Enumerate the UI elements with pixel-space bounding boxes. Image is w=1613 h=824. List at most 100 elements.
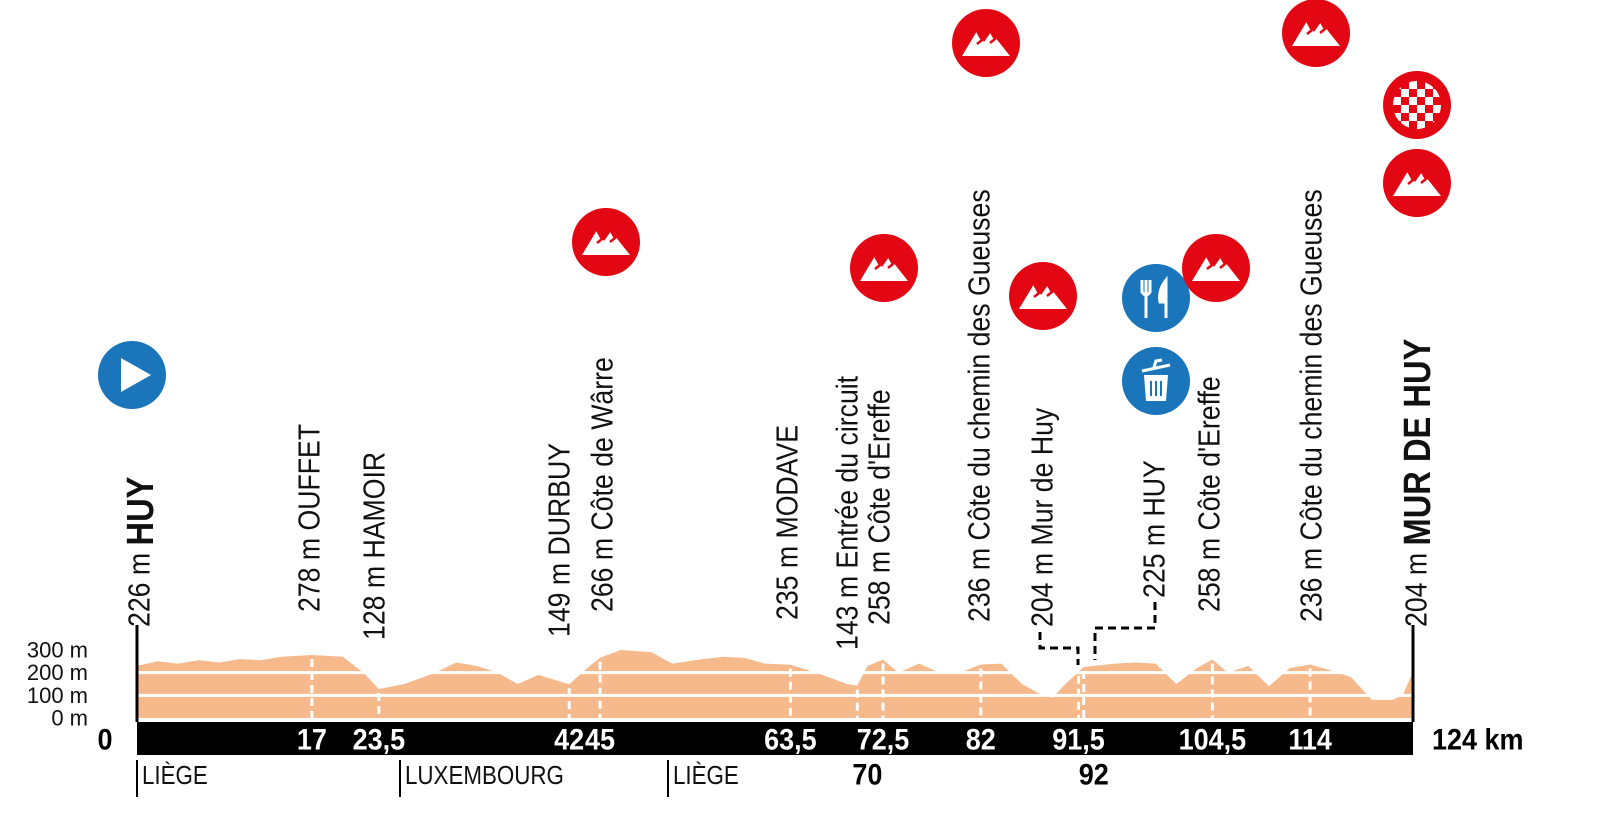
check bbox=[1425, 89, 1433, 97]
waypoint-elevation: 204 m bbox=[1400, 553, 1434, 627]
climb-icon bbox=[1282, 0, 1350, 67]
waypoint-name: MUR DE HUY bbox=[1396, 338, 1439, 545]
waypoint-label: 235 m MODAVE bbox=[771, 425, 805, 620]
icon-circle bbox=[1122, 264, 1190, 332]
climb-icon bbox=[1009, 262, 1077, 330]
waypoint-name: HUY bbox=[119, 476, 162, 545]
bin-lid bbox=[1141, 358, 1171, 373]
waypoint-name: Côte de Wârre bbox=[586, 357, 620, 530]
mountain bbox=[1393, 171, 1441, 196]
km-label: 91,5 bbox=[1052, 723, 1105, 757]
waypoint-label: 236 m Côte du chemin des Gueuses bbox=[1295, 189, 1329, 622]
km-label: 0 bbox=[97, 723, 112, 757]
mountain bbox=[582, 230, 630, 255]
region-label: LUXEMBOURG bbox=[405, 762, 564, 791]
waypoint-label: 266 m Côte de Wârre bbox=[586, 357, 620, 612]
y-tick-label: 0 m bbox=[51, 706, 88, 731]
waypoint-elevation: 236 m bbox=[963, 548, 997, 622]
waypoint-name: OUFFET bbox=[293, 424, 327, 531]
mountain-snow bbox=[873, 255, 895, 270]
mountain-snow bbox=[1305, 20, 1327, 35]
finish-icon bbox=[1383, 71, 1451, 139]
mountain-snow bbox=[1032, 283, 1054, 298]
check bbox=[1409, 89, 1417, 97]
leader-line bbox=[1038, 632, 1080, 665]
waypoint-label: 128 m HAMOIR bbox=[358, 452, 392, 640]
km-label: 82 bbox=[966, 723, 996, 757]
waypoint-label: 204 m Mur de Huy bbox=[1026, 407, 1060, 627]
waypoint-elevation: 149 m bbox=[543, 563, 577, 637]
fork bbox=[1140, 280, 1152, 318]
check bbox=[1401, 81, 1409, 89]
waypoint-name: Côte du chemin des Gueuses bbox=[963, 189, 997, 540]
bin-lines bbox=[1150, 381, 1162, 396]
mountain bbox=[1192, 256, 1240, 281]
play bbox=[121, 358, 151, 392]
y-tick-label: 300 m bbox=[27, 638, 88, 663]
waypoint-elevation: 258 m bbox=[863, 551, 897, 625]
distance-bar bbox=[137, 722, 1413, 755]
waypoint-elevation: 258 m bbox=[1193, 538, 1227, 612]
waypoint-elevation: 143 m bbox=[831, 576, 865, 650]
climb-icon bbox=[1383, 149, 1451, 217]
mountain-snow bbox=[1406, 170, 1428, 185]
km-label: 104,5 bbox=[1179, 723, 1247, 757]
km-label: 45 bbox=[585, 723, 615, 757]
waypoint-elevation: 204 m bbox=[1026, 553, 1060, 627]
km-label: 63,5 bbox=[764, 723, 817, 757]
feed-icon bbox=[1122, 264, 1190, 332]
waypoint-label: 143 m Entrée du circuit bbox=[831, 376, 865, 650]
km-label: 124 km bbox=[1432, 723, 1524, 757]
km-label: 23,5 bbox=[353, 723, 406, 757]
check bbox=[1417, 81, 1425, 89]
waypoint-name: Entrée du circuit bbox=[831, 376, 865, 569]
waypoint-name: HAMOIR bbox=[358, 452, 392, 559]
waypoint-name: Côte du chemin des Gueuses bbox=[1295, 189, 1329, 540]
knife bbox=[1158, 275, 1168, 318]
km-label: 92 bbox=[1079, 758, 1109, 792]
check bbox=[1401, 97, 1409, 105]
waypoint-label: 149 m DURBUY bbox=[543, 443, 577, 637]
km-label: 17 bbox=[297, 723, 327, 757]
check bbox=[1401, 113, 1409, 121]
check bbox=[1433, 97, 1441, 105]
km-label: 42 bbox=[554, 723, 584, 757]
check bbox=[1433, 113, 1441, 121]
check bbox=[1425, 121, 1433, 129]
waypoint-elevation: 278 m bbox=[293, 538, 327, 612]
check bbox=[1417, 113, 1425, 121]
check bbox=[1417, 97, 1425, 105]
climb-icon bbox=[952, 9, 1020, 77]
waypoint-elevation: 236 m bbox=[1295, 548, 1329, 622]
waypoint-name: MODAVE bbox=[771, 425, 805, 539]
waypoint-label: 258 m Côte d'Ereffe bbox=[863, 389, 897, 625]
mountain-snow bbox=[1205, 255, 1227, 270]
check bbox=[1409, 121, 1417, 129]
climb-icon bbox=[572, 208, 640, 276]
leader-line bbox=[1093, 602, 1157, 660]
km-label: 114 bbox=[1288, 723, 1332, 757]
climb-icon bbox=[1182, 234, 1250, 302]
waypoint-label: 278 m OUFFET bbox=[293, 424, 327, 612]
check bbox=[1433, 81, 1441, 89]
mountain bbox=[1292, 21, 1340, 46]
y-tick-label: 200 m bbox=[27, 660, 88, 685]
waypoint-label: 225 m HUY bbox=[1138, 460, 1172, 598]
region-label: LIÈGE bbox=[142, 762, 208, 791]
mountain bbox=[860, 256, 908, 281]
waypoint-elevation: 128 m bbox=[358, 566, 392, 640]
waste-icon bbox=[1122, 347, 1190, 415]
waypoint-name: Mur de Huy bbox=[1026, 407, 1060, 545]
mountain-snow bbox=[975, 30, 997, 45]
waypoint-name: Côte d'Ereffe bbox=[1193, 376, 1227, 530]
waypoint-label: 236 m Côte du chemin des Gueuses bbox=[963, 189, 997, 622]
mountain-snow bbox=[595, 229, 617, 244]
waypoint-name: HUY bbox=[1138, 460, 1172, 516]
waypoint-name: DURBUY bbox=[543, 443, 577, 556]
waypoint-label: 204 m MUR DE HUY bbox=[1396, 338, 1439, 627]
mountain bbox=[962, 31, 1010, 56]
waypoint-elevation: 226 m bbox=[123, 553, 157, 627]
check bbox=[1393, 89, 1401, 97]
